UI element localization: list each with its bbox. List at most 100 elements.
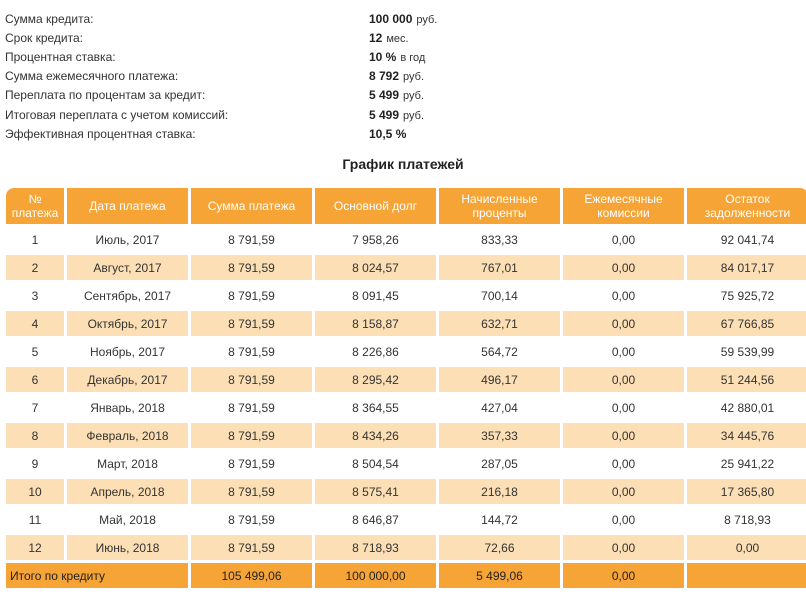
table-row: 9 Март, 2018 8 791,59 8 504,54 287,05 0,00 25 … [6, 451, 806, 476]
summary-label: Переплата по процентам за кредит: [5, 88, 206, 103]
cell-principal: 8 646,87 [315, 507, 436, 532]
cell-principal: 8 091,45 [315, 283, 436, 308]
summary-unit: руб. [403, 90, 425, 103]
table-row: 2 Август, 2017 8 791,59 8 024,57 767,01 0,00 8… [6, 255, 806, 280]
cell-payment: 8 791,59 [191, 423, 312, 448]
column-header-number: № платежа [6, 188, 64, 224]
table-row: 8 Февраль, 2018 8 791,59 8 434,26 357,33 0,00… [6, 423, 806, 448]
cell-balance: 42 880,01 [687, 395, 806, 420]
table-row: 4 Октябрь, 2017 8 791,59 8 158,87 632,71 0,00… [6, 311, 806, 336]
cell-fees: 0,00 [563, 311, 684, 336]
table-row: 12 Июнь, 2018 8 791,59 8 718,93 72,66 0,00 0,0… [6, 535, 806, 560]
cell-interest: 216,18 [439, 479, 560, 504]
totals-row: Итого по кредиту 105 499,06 100 000,00 5… [6, 563, 806, 588]
cell-number: 12 [6, 535, 64, 560]
cell-principal: 8 575,41 [315, 479, 436, 504]
cell-number: 4 [6, 311, 64, 336]
cell-principal: 8 504,54 [315, 451, 436, 476]
cell-number: 6 [6, 367, 64, 392]
summary-unit: руб. [416, 13, 438, 26]
cell-date: Июль, 2017 [67, 227, 188, 252]
summary-label: Сумма ежемесячного платежа: [5, 69, 179, 84]
column-header-date: Дата платежа [67, 188, 188, 224]
table-row: 1 Июль, 2017 8 791,59 7 958,26 833,33 0,00 92 … [6, 227, 806, 252]
cell-principal: 8 364,55 [315, 395, 436, 420]
cell-payment: 8 791,59 [191, 339, 312, 364]
cell-payment: 8 791,59 [191, 479, 312, 504]
cell-date: Июнь, 2018 [67, 535, 188, 560]
schedule-title: График платежей [342, 156, 464, 172]
cell-principal: 8 434,26 [315, 423, 436, 448]
cell-interest: 833,33 [439, 227, 560, 252]
cell-payment: 8 791,59 [191, 367, 312, 392]
summary-row-total-overpay: Итоговая переплата с учетом комиссий: 5 … [5, 105, 705, 124]
totals-balance [687, 563, 806, 588]
cell-date: Январь, 2018 [67, 395, 188, 420]
cell-fees: 0,00 [563, 367, 684, 392]
totals-principal: 100 000,00 [315, 563, 436, 588]
cell-balance: 84 017,17 [687, 255, 806, 280]
cell-fees: 0,00 [563, 395, 684, 420]
totals-label: Итого по кредиту [6, 563, 188, 588]
cell-payment: 8 791,59 [191, 535, 312, 560]
table-row: 10 Апрель, 2018 8 791,59 8 575,41 216,18 0,00… [6, 479, 806, 504]
cell-balance: 25 941,22 [687, 451, 806, 476]
column-header-principal: Основной долг [315, 188, 436, 224]
summary-row-term: Срок кредита: 12 мес. [5, 28, 705, 47]
summary-value: 5 499 [369, 107, 400, 122]
cell-balance: 59 539,99 [687, 339, 806, 364]
cell-balance: 17 365,80 [687, 479, 806, 504]
table-header-row: № платежа Дата платежа Сумма платежа Осн… [6, 188, 806, 224]
cell-payment: 8 791,59 [191, 311, 312, 336]
cell-principal: 8 718,93 [315, 535, 436, 560]
summary-label: Сумма кредита: [5, 11, 94, 26]
summary-value: 10 % [369, 49, 397, 64]
summary-unit: мес. [386, 32, 409, 45]
cell-principal: 8 024,57 [315, 255, 436, 280]
totals-payment: 105 499,06 [191, 563, 312, 588]
cell-interest: 564,72 [439, 339, 560, 364]
summary-value: 12 [369, 30, 383, 45]
summary-label: Срок кредита: [5, 30, 84, 45]
summary-row-interest-overpay: Переплата по процентам за кредит: 5 499 р… [5, 86, 705, 105]
cell-number: 11 [6, 507, 64, 532]
cell-balance: 92 041,74 [687, 227, 806, 252]
table-row: 7 Январь, 2018 8 791,59 8 364,55 427,04 0,00 4… [6, 395, 806, 420]
cell-date: Ноябрь, 2017 [67, 339, 188, 364]
cell-number: 1 [6, 227, 64, 252]
cell-interest: 144,72 [439, 507, 560, 532]
summary-unit: руб. [403, 71, 425, 84]
cell-interest: 287,05 [439, 451, 560, 476]
table-row: 11 Май, 2018 8 791,59 8 646,87 144,72 0,00 8 7… [6, 507, 806, 532]
cell-date: Декабрь, 2017 [67, 367, 188, 392]
column-header-interest: Начисленные проценты [439, 188, 560, 224]
cell-fees: 0,00 [563, 255, 684, 280]
cell-principal: 8 226,86 [315, 339, 436, 364]
cell-fees: 0,00 [563, 451, 684, 476]
summary-label: Процентная ставка: [5, 49, 116, 64]
summary-unit: руб. [403, 109, 425, 122]
loan-summary: Сумма кредита: 100 000 руб. Срок кредита:… [5, 9, 705, 143]
cell-principal: 8 158,87 [315, 311, 436, 336]
cell-interest: 700,14 [439, 283, 560, 308]
summary-label: Эффективная процентная ставка: [5, 126, 196, 141]
cell-interest: 72,66 [439, 535, 560, 560]
cell-interest: 357,33 [439, 423, 560, 448]
column-header-fees: Ежемесячные комиссии [563, 188, 684, 224]
cell-balance: 51 244,56 [687, 367, 806, 392]
cell-number: 3 [6, 283, 64, 308]
cell-date: Февраль, 2018 [67, 423, 188, 448]
cell-payment: 8 791,59 [191, 451, 312, 476]
cell-payment: 8 791,59 [191, 255, 312, 280]
cell-interest: 632,71 [439, 311, 560, 336]
cell-number: 9 [6, 451, 64, 476]
cell-number: 10 [6, 479, 64, 504]
cell-fees: 0,00 [563, 479, 684, 504]
cell-fees: 0,00 [563, 339, 684, 364]
cell-fees: 0,00 [563, 507, 684, 532]
column-header-balance: Остаток задолженности [687, 188, 806, 224]
cell-payment: 8 791,59 [191, 507, 312, 532]
cell-principal: 7 958,26 [315, 227, 436, 252]
cell-number: 5 [6, 339, 64, 364]
column-header-payment: Сумма платежа [191, 188, 312, 224]
